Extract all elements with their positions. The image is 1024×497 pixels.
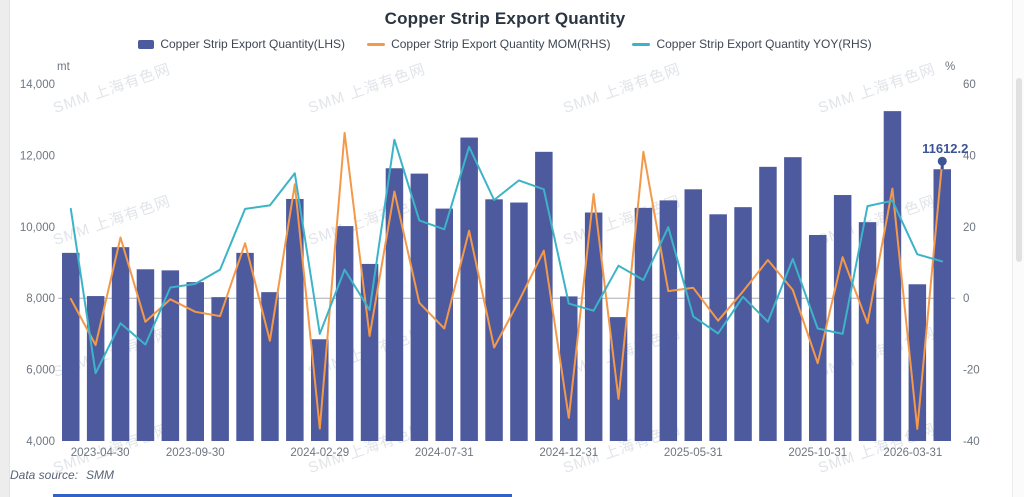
export-quantity-bar[interactable] bbox=[933, 169, 952, 442]
export-quantity-bar[interactable] bbox=[62, 252, 80, 441]
scrollbar-thumb[interactable] bbox=[1016, 78, 1022, 262]
export-quantity-bar[interactable] bbox=[410, 173, 429, 441]
export-quantity-bar[interactable] bbox=[485, 199, 503, 441]
x-axis-tick-label: 2023-09-30 bbox=[166, 447, 225, 459]
data-source: Data source: SMM bbox=[10, 468, 114, 482]
export-quantity-bar[interactable] bbox=[858, 222, 877, 441]
bar-swatch-icon bbox=[138, 39, 155, 49]
next-section-edge bbox=[53, 494, 512, 497]
x-axis-tick-label: 2023-04-30 bbox=[71, 447, 130, 459]
export-quantity-bar[interactable] bbox=[161, 270, 180, 441]
export-quantity-bar[interactable] bbox=[809, 235, 827, 441]
axis-label: 4,000 bbox=[26, 436, 55, 448]
axis-label: 40 bbox=[963, 150, 976, 162]
x-axis-tick-label: 2024-12-31 bbox=[539, 447, 598, 459]
mom-line[interactable] bbox=[69, 131, 944, 430]
export-quantity-bar[interactable] bbox=[311, 339, 329, 441]
export-quantity-bar[interactable] bbox=[236, 252, 254, 441]
export-quantity-bar[interactable] bbox=[560, 296, 578, 441]
line-swatch-icon bbox=[632, 42, 651, 46]
export-quantity-bar[interactable] bbox=[734, 207, 752, 441]
chart-legend: Copper Strip Export Quantity(LHS) Copper… bbox=[0, 37, 1010, 51]
x-axis-tick-label: 2024-02-29 bbox=[290, 447, 349, 459]
x-axis-tick-label: 2024-07-31 bbox=[415, 447, 474, 459]
export-quantity-bar[interactable] bbox=[211, 297, 229, 441]
x-axis-tick-label: 2025-05-31 bbox=[664, 447, 723, 459]
legend-label-yoy: Copper Strip Export Quantity YOY(RHS) bbox=[656, 37, 872, 51]
axis-label: mt bbox=[57, 61, 71, 73]
export-quantity-bar[interactable] bbox=[584, 212, 603, 441]
last-point-marker[interactable] bbox=[937, 156, 947, 166]
export-quantity-bar[interactable] bbox=[460, 137, 478, 442]
export-quantity-bar[interactable] bbox=[634, 207, 653, 441]
axis-label: 20 bbox=[963, 222, 976, 234]
axis-label: % bbox=[945, 61, 955, 73]
line-swatch-icon bbox=[367, 42, 386, 46]
legend-item-lhs[interactable]: Copper Strip Export Quantity(LHS) bbox=[138, 37, 345, 51]
export-quantity-bar[interactable] bbox=[535, 151, 553, 441]
export-quantity-bar[interactable] bbox=[883, 111, 902, 441]
export-quantity-bar[interactable] bbox=[709, 214, 727, 441]
axis-label: -40 bbox=[963, 436, 980, 448]
export-quantity-bar[interactable] bbox=[784, 157, 802, 441]
legend-item-mom[interactable]: Copper Strip Export Quantity MOM(RHS) bbox=[367, 37, 610, 51]
export-quantity-bar[interactable] bbox=[908, 284, 927, 441]
data-source-label: Data source: bbox=[10, 468, 79, 482]
axis-label: 8,000 bbox=[26, 293, 55, 305]
export-quantity-bar[interactable] bbox=[286, 198, 304, 441]
axis-label: 0 bbox=[963, 293, 969, 305]
page-title: Copper Strip Export Quantity bbox=[384, 9, 626, 28]
legend-item-yoy[interactable]: Copper Strip Export Quantity YOY(RHS) bbox=[632, 37, 872, 51]
last-point-value-label: 11612.2 bbox=[922, 141, 968, 156]
axis-label: 12,000 bbox=[20, 150, 55, 162]
export-quantity-bar[interactable] bbox=[335, 226, 354, 441]
axis-label: 60 bbox=[963, 79, 976, 91]
export-quantity-bar[interactable] bbox=[759, 166, 777, 441]
left-page-margin bbox=[0, 0, 10, 497]
x-axis-tick-label: 2025-10-31 bbox=[788, 447, 847, 459]
export-quantity-bar[interactable] bbox=[659, 200, 678, 441]
axis-label: 6,000 bbox=[26, 365, 55, 377]
export-quantity-bar[interactable] bbox=[385, 168, 404, 441]
axis-label: 10,000 bbox=[20, 222, 55, 234]
yoy-line[interactable] bbox=[69, 138, 944, 375]
x-axis-tick-label: 2026-03-31 bbox=[883, 447, 942, 459]
export-quantity-bar[interactable] bbox=[136, 269, 155, 441]
legend-label-mom: Copper Strip Export Quantity MOM(RHS) bbox=[391, 37, 611, 51]
export-quantity-bar[interactable] bbox=[510, 202, 528, 441]
export-quantity-bar[interactable] bbox=[111, 247, 130, 441]
export-quantity-bar[interactable] bbox=[833, 195, 852, 441]
export-quantity-bar[interactable] bbox=[186, 282, 205, 441]
axis-label: 14,000 bbox=[20, 79, 55, 91]
axis-label: -20 bbox=[963, 365, 980, 377]
legend-label-lhs: Copper Strip Export Quantity(LHS) bbox=[160, 37, 346, 51]
export-quantity-bar[interactable] bbox=[261, 292, 279, 441]
data-source-value: SMM bbox=[86, 468, 115, 482]
